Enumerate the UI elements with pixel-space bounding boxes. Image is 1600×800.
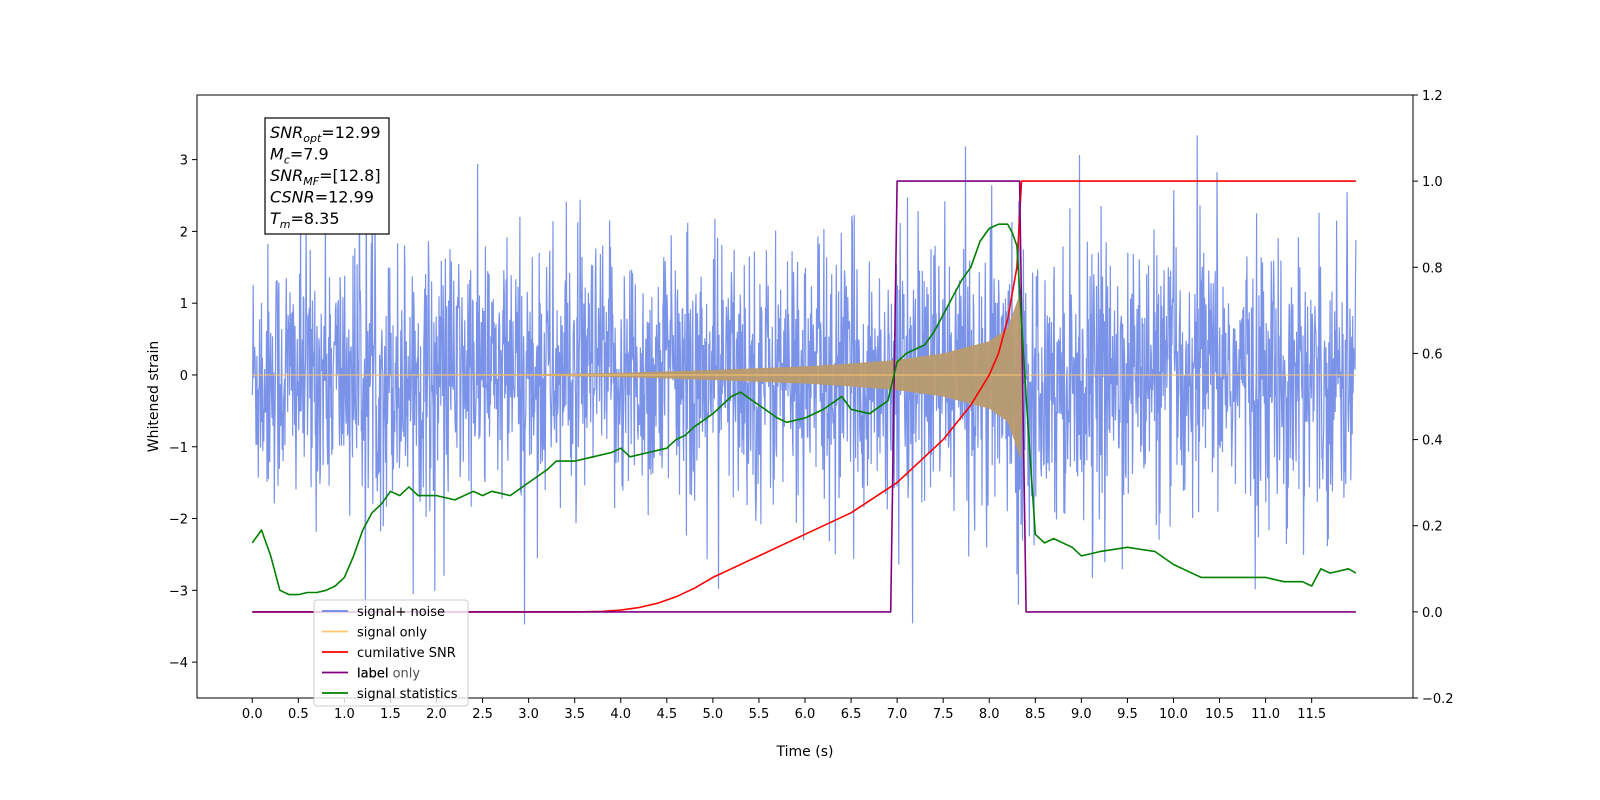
x-tick-label: 11.0 xyxy=(1251,707,1280,722)
x-tick-label: 0.5 xyxy=(288,707,309,722)
y2-tick-label: 0.6 xyxy=(1422,347,1443,362)
x-tick-label: 9.5 xyxy=(1117,707,1138,722)
series-signal-statistics xyxy=(251,223,1357,596)
x-tick-label: 6.5 xyxy=(841,707,862,722)
series-signal-noise xyxy=(251,128,1357,625)
x-tick-label: 10.0 xyxy=(1159,707,1188,722)
annotation-line: SNRopt=12.99 xyxy=(270,123,381,145)
x-tick-label: 0.0 xyxy=(242,707,263,722)
annotation-frame xyxy=(264,117,390,235)
x-tick-label: 3.0 xyxy=(518,707,539,722)
x-tick-label: 4.5 xyxy=(656,707,677,722)
x-tick-label: 1.0 xyxy=(334,707,355,722)
x-tick-label: 7.0 xyxy=(887,707,908,722)
x-tick-label: 11.5 xyxy=(1297,707,1326,722)
legend-entry: label xyxy=(357,667,388,682)
y2-tick-label: 1.0 xyxy=(1422,175,1443,190)
legend-entry: cumilative SNR xyxy=(357,646,456,661)
x-tick-label: 1.5 xyxy=(380,707,401,722)
x-tick-label: 8.0 xyxy=(979,707,1000,722)
annotation-line: CSNR=12.99 xyxy=(270,188,374,207)
y-tick-label: −4 xyxy=(169,656,188,671)
legend-entry: signal only xyxy=(357,626,427,641)
legend-entry: signal+ noise xyxy=(357,605,445,620)
y-axis-right: −0.2 0.0 0.2 0.4 0.6 0.8 1.0 1.2 xyxy=(1413,89,1454,707)
x-tick-label: 4.0 xyxy=(610,707,631,722)
x-axis-label: Time (s) xyxy=(776,744,834,760)
legend-entry: signal statistics xyxy=(357,687,458,702)
x-tick-label: 10.5 xyxy=(1205,707,1234,722)
y-tick-label: 0 xyxy=(180,369,188,384)
y2-tick-label: 0.2 xyxy=(1422,520,1443,535)
y-tick-label: 3 xyxy=(180,154,188,169)
annotation-line: Mc=7.9 xyxy=(270,145,329,167)
x-tick-label: 3.5 xyxy=(564,707,585,722)
plot-series xyxy=(251,128,1357,625)
x-tick-label: 5.0 xyxy=(703,707,724,722)
y2-tick-label: 0.0 xyxy=(1422,606,1443,621)
y2-tick-label: 0.4 xyxy=(1422,434,1443,449)
y-tick-label: 2 xyxy=(180,225,188,240)
x-tick-label: 7.5 xyxy=(933,707,954,722)
x-tick-label: 9.0 xyxy=(1071,707,1092,722)
y-tick-label: −3 xyxy=(169,584,188,599)
legend-frame xyxy=(313,599,469,707)
x-tick-label: 5.5 xyxy=(749,707,770,722)
legend: signal+ noise signal only cumilative SNR la… xyxy=(313,599,469,707)
x-tick-label: 2.0 xyxy=(426,707,447,722)
annotation-box: SNRopt=12.99Mc=7.9SNRMF=[12.8]CSNR=12.99… xyxy=(264,117,390,235)
series-label xyxy=(252,180,1356,613)
y-axis-label: Whitened strain xyxy=(146,341,162,452)
annotation-line: Tm=8.35 xyxy=(270,209,340,231)
series-cumilative-snr xyxy=(252,180,1356,613)
legend-entry: label xyxy=(357,667,388,682)
annotation-line: SNRMF=[12.8] xyxy=(270,166,381,188)
y-axis-left: −4 −3 −2 −1 0 1 2 3 xyxy=(169,154,197,671)
y-tick-label: −1 xyxy=(169,441,188,456)
y2-tick-label: −0.2 xyxy=(1422,692,1454,707)
y-tick-label: −2 xyxy=(169,513,188,528)
legend-ghost-entry: label only xyxy=(357,667,420,682)
y-tick-label: 1 xyxy=(180,297,188,312)
y2-tick-label: 1.2 xyxy=(1422,89,1443,104)
x-tick-label: 2.5 xyxy=(472,707,493,722)
x-axis: 0.0 0.5 1.0 1.5 2.0 2.5 3.0 3.5 4.0 4.5 5.0 5.5 6.0 6… xyxy=(242,698,1326,722)
x-tick-label: 6.0 xyxy=(795,707,816,722)
x-tick-label: 8.5 xyxy=(1025,707,1046,722)
plot-area xyxy=(196,94,1414,699)
y2-tick-label: 0.8 xyxy=(1422,261,1443,276)
